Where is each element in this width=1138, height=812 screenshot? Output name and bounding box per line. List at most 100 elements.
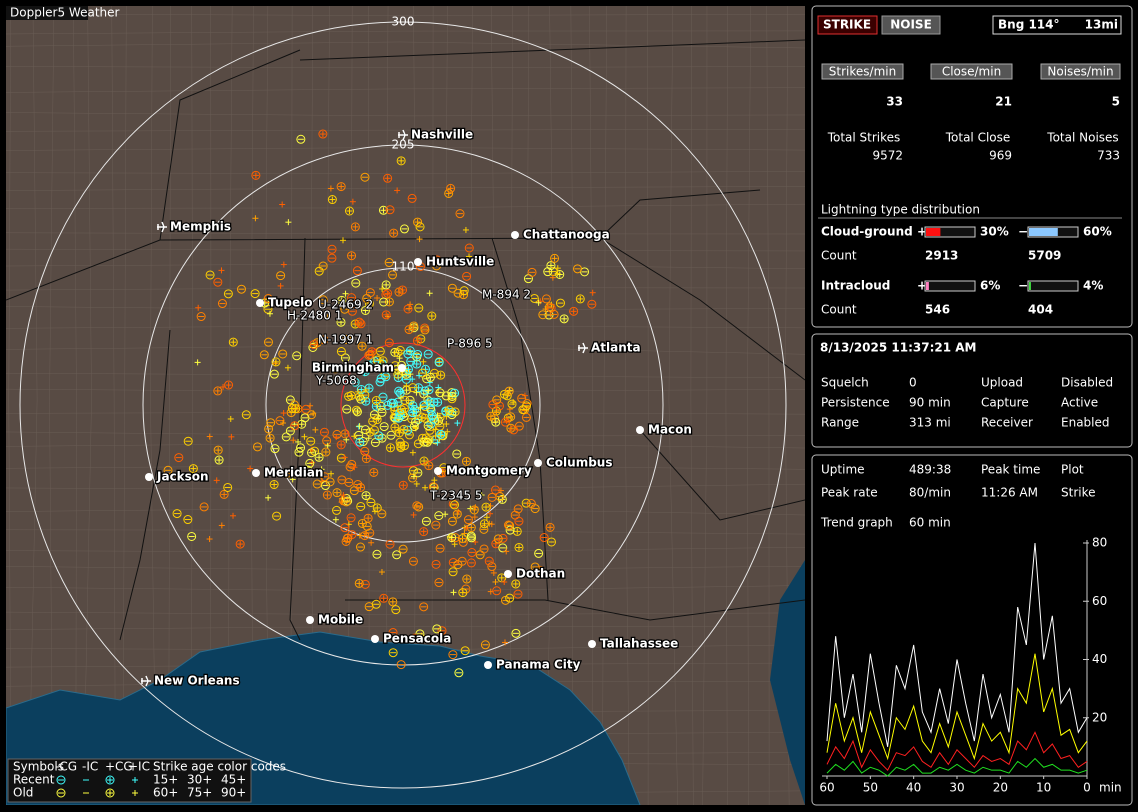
strike-symbol	[365, 435, 372, 442]
strike-symbol	[280, 419, 287, 426]
total-value: 733	[1097, 149, 1120, 163]
strike-ring	[414, 502, 424, 512]
strike-ring	[388, 628, 398, 638]
strike-ring	[425, 372, 435, 382]
strike-symbol	[506, 412, 516, 422]
strike-symbol	[398, 544, 408, 554]
strike-ring	[384, 338, 394, 348]
strike-ring	[446, 183, 456, 193]
strike-symbol	[376, 374, 386, 384]
strike-symbol	[352, 407, 362, 417]
stats-field: 489:38	[909, 463, 951, 477]
strike-ring	[364, 299, 374, 309]
rate-label: Strikes/min	[829, 65, 896, 79]
y-tick-label: 80	[1092, 536, 1107, 550]
strike-symbol	[384, 258, 394, 268]
strike-ring	[342, 335, 352, 345]
count-label: Count	[821, 303, 857, 317]
strike-symbol	[312, 479, 322, 489]
strike-symbol	[263, 337, 273, 347]
strike-symbol	[517, 393, 527, 403]
strike-ring	[435, 543, 445, 553]
noise-button[interactable]	[881, 15, 941, 35]
county-line	[6, 112, 805, 117]
strike-symbol	[442, 511, 449, 518]
strike-symbol	[362, 521, 372, 531]
strike-symbol	[354, 578, 364, 588]
strike-ring	[271, 357, 281, 367]
x-tick-label: 50	[863, 781, 878, 795]
strike-symbol	[371, 599, 381, 609]
strike-ring	[351, 405, 361, 415]
strike-symbol	[390, 422, 400, 432]
strike-ring	[412, 501, 422, 511]
strike-ring	[309, 340, 319, 350]
strike-symbol	[365, 288, 375, 298]
strike-ring	[343, 496, 353, 506]
x-unit: min	[1099, 781, 1122, 795]
strike-symbol	[408, 466, 418, 476]
strike-symbol	[378, 569, 385, 576]
state-border	[299, 39, 805, 61]
strike-ring	[541, 294, 551, 304]
strike-symbol	[425, 387, 432, 394]
strike-symbol	[408, 473, 418, 483]
total-value: 969	[989, 149, 1012, 163]
city-dot	[636, 426, 644, 434]
strike-symbol	[342, 335, 352, 345]
legend-text: +CG	[105, 760, 133, 774]
city-name: Mobile	[318, 613, 363, 627]
strike-ring	[499, 389, 509, 399]
strike-ring	[352, 407, 362, 417]
strike-ring	[417, 412, 427, 422]
receiver-field: Active	[1061, 396, 1098, 410]
strike-ring	[550, 253, 560, 263]
strike-symbol	[175, 474, 182, 481]
legend-text: -IC	[82, 760, 98, 774]
strike-ring	[546, 537, 556, 547]
strike-ring	[413, 439, 423, 449]
strike-symbol	[498, 543, 508, 553]
strike-ring	[569, 306, 579, 316]
ring-label: 300	[392, 15, 415, 29]
strike-ring	[429, 482, 439, 492]
strike-ring	[332, 505, 342, 515]
strike-symbol	[490, 485, 500, 495]
x-tick-label: 20	[993, 781, 1008, 795]
legend-text: -CG	[55, 760, 77, 774]
strike-ring	[413, 468, 423, 478]
strike-symbol	[259, 350, 269, 360]
strike-symbol	[187, 531, 197, 541]
state-border	[345, 599, 805, 621]
strike-symbol	[328, 470, 335, 477]
strike-symbol	[355, 437, 365, 447]
strike-ring	[493, 534, 503, 544]
strike-symbol	[223, 482, 233, 492]
strike-symbol	[291, 404, 301, 414]
track-label: U-2469 2	[318, 298, 373, 312]
trend-line	[826, 731, 1088, 772]
strike-ring	[530, 504, 540, 514]
strike-symbol	[538, 310, 548, 320]
strike-symbol	[431, 559, 441, 569]
strike-symbol	[467, 533, 477, 543]
strike-ring	[347, 251, 357, 261]
strike-symbol	[426, 379, 433, 386]
strike-ring	[357, 341, 367, 351]
strike-button[interactable]	[817, 15, 878, 35]
county-line	[6, 147, 805, 151]
strike-symbol	[266, 418, 276, 428]
strike-ring	[498, 543, 508, 553]
city-dot	[434, 467, 442, 475]
strike-symbol	[388, 628, 398, 638]
strike-symbol	[336, 182, 346, 192]
strike-symbol	[418, 368, 428, 378]
strike-symbol	[573, 264, 583, 274]
strike-symbol	[398, 480, 408, 490]
county-line	[6, 30, 805, 35]
strike-symbol	[495, 401, 505, 411]
rate-label-box	[930, 63, 1013, 80]
strike-ring	[434, 578, 444, 588]
strike-symbol	[415, 629, 425, 639]
strike-symbol	[241, 410, 251, 420]
